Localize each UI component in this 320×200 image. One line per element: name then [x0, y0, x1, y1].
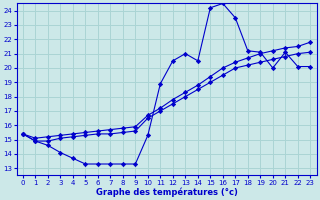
X-axis label: Graphe des températures (°c): Graphe des températures (°c) — [96, 187, 237, 197]
